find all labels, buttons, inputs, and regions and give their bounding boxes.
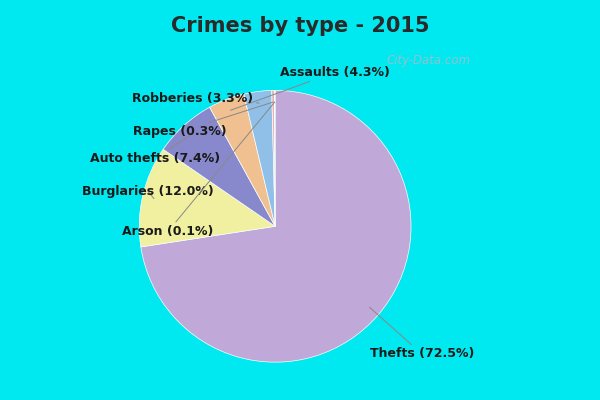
Text: Auto thefts (7.4%): Auto thefts (7.4%) [91, 134, 220, 165]
Wedge shape [209, 94, 275, 226]
Text: Arson (0.1%): Arson (0.1%) [122, 102, 275, 238]
Wedge shape [272, 90, 275, 226]
Wedge shape [274, 90, 275, 226]
Text: Crimes by type - 2015: Crimes by type - 2015 [171, 16, 429, 36]
Text: City-Data.com: City-Data.com [386, 54, 470, 68]
Text: Thefts (72.5%): Thefts (72.5%) [370, 307, 474, 360]
Text: Assaults (4.3%): Assaults (4.3%) [230, 66, 390, 110]
Wedge shape [244, 90, 275, 226]
Wedge shape [141, 90, 411, 362]
Wedge shape [139, 149, 275, 247]
Text: Rapes (0.3%): Rapes (0.3%) [133, 102, 273, 138]
Wedge shape [163, 107, 275, 226]
Text: Burglaries (12.0%): Burglaries (12.0%) [82, 185, 214, 198]
Text: Robberies (3.3%): Robberies (3.3%) [133, 92, 259, 105]
